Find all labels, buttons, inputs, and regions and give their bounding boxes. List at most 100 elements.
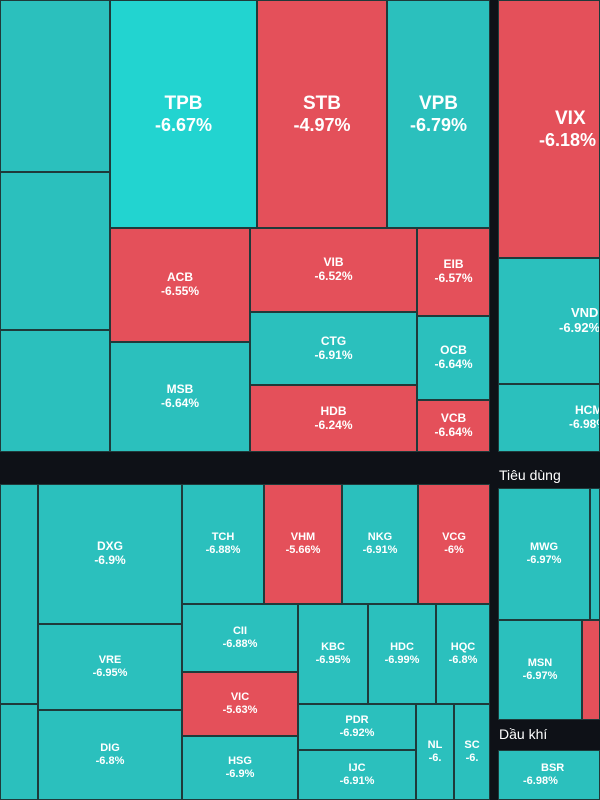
tile-tch[interactable]: TCH -6.88% [182,484,264,604]
tile-change: -6.79% [409,114,468,135]
tile-symbol: VND [571,305,599,321]
tile-symbol: TPB [164,92,203,114]
tile-nkg[interactable]: NKG -6.91% [342,484,418,604]
tile-eib[interactable]: EIB -6.57% [417,228,490,316]
tile-change: -6.91% [362,544,398,556]
tile-symbol: VCG [442,531,466,544]
tile-change: -6% [444,544,464,556]
tile-symbol: VIX [555,107,586,129]
tile-change: -6.64% [434,425,473,439]
tile-sc[interactable]: SC -6. [454,704,490,800]
tile-change: -6.88% [222,638,258,650]
tile-symbol: VPB [418,92,459,114]
tile-vcb[interactable]: VCB -6.64% [417,400,490,452]
treemap-tile[interactable] [0,330,110,452]
tile-symbol: STB [303,92,341,114]
tile-hcm[interactable]: HCM -6.98% [498,384,600,452]
treemap-tile[interactable] [590,488,600,620]
tile-symbol: ACB [167,270,193,285]
tile-symbol: VIC [230,691,250,704]
tile-change: -6.24% [314,417,353,432]
tile-kbc[interactable]: KBC -6.95% [298,604,368,704]
tile-symbol: CTG [320,333,347,348]
tile-vre[interactable]: VRE -6.95% [38,624,182,710]
tile-vcg[interactable]: VCG -6% [418,484,490,604]
tile-tpb[interactable]: TPB -6.67% [110,0,257,228]
tile-symbol: MWG [529,541,559,554]
tile-vhm[interactable]: VHM -5.66% [264,484,342,604]
tile-change: -6.95% [92,667,128,679]
treemap-tile[interactable] [0,484,38,704]
tile-symbol: HDB [320,403,347,418]
tile-change: -6.92% [559,320,600,335]
tile-hsg[interactable]: HSG -6.9% [182,736,298,800]
tile-dxg[interactable]: DXG -6.9% [38,484,182,624]
tile-change: -6.97% [526,554,562,566]
tile-change: -6.67% [154,114,213,135]
tile-symbol: VCB [440,411,467,426]
tile-symbol: DXG [96,539,123,554]
tile-stb[interactable]: STB -4.97% [257,0,387,228]
tile-vix[interactable]: VIX -6.18% [498,0,600,258]
treemap-tile[interactable] [582,620,600,720]
tile-hdc[interactable]: HDC -6.99% [368,604,436,704]
tile-change: -6.64% [434,357,473,371]
tile-change: -6.97% [522,670,558,682]
tile-symbol: NL [427,739,443,752]
tile-ocb[interactable]: OCB -6.64% [417,316,490,400]
tile-symbol: HQC [450,641,476,654]
tile-symbol: OCB [440,343,467,358]
tile-msn[interactable]: MSN -6.97% [498,620,582,720]
tile-dig[interactable]: DIG -6.8% [38,710,182,800]
tile-symbol: NKG [367,531,393,544]
tile-hqc[interactable]: HQC -6.8% [436,604,490,704]
tile-cii[interactable]: CII -6.88% [182,604,298,672]
tile-change: -6.8% [95,755,125,767]
tile-vic[interactable]: VIC -5.63% [182,672,298,736]
sector-divider [490,0,498,800]
tile-symbol: HCM [575,403,600,418]
tile-mwg[interactable]: MWG -6.97% [498,488,590,620]
tile-vib[interactable]: VIB -6.52% [250,228,417,312]
tile-change: -6.91% [314,347,353,362]
tile-symbol: HSG [228,755,252,768]
tile-change: -6.95% [315,654,351,666]
tile-change: -6.55% [160,284,200,298]
sector-label-tieu-dung: Tiêu dùng [494,462,600,488]
tile-change: -6.99% [384,654,420,666]
tile-change: -6.64% [160,396,200,410]
tile-nl[interactable]: NL -6. [416,704,454,800]
tile-bsr[interactable]: BSR -6.98% [498,750,600,800]
tile-change: -4.97% [293,114,351,135]
tile-change: -6.98% [523,775,558,787]
tile-change: -6.98% [569,417,599,431]
tile-symbol: SC [464,739,480,752]
tile-symbol: VHM [290,531,316,544]
tile-change: -5.63% [222,704,258,716]
tile-change: -6.18% [539,129,597,150]
tile-symbol: BSR [541,762,565,775]
tile-change: -6.57% [434,271,473,285]
tile-symbol: EIB [443,257,464,272]
tile-symbol: PDR [345,714,369,727]
tile-symbol: KBC [321,641,345,654]
tile-ctg[interactable]: CTG -6.91% [250,312,417,385]
tile-vnd[interactable]: VND -6.92% [498,258,600,384]
tile-symbol: VRE [98,654,122,667]
treemap-tile[interactable] [0,0,110,172]
tile-ijc[interactable]: IJC -6.91% [298,750,416,800]
tile-change: -6. [465,752,479,764]
tile-symbol: MSB [166,382,194,397]
tile-acb[interactable]: ACB -6.55% [110,228,250,342]
tile-hdb[interactable]: HDB -6.24% [250,385,417,452]
tile-pdr[interactable]: PDR -6.92% [298,704,416,750]
sector-label-dau-khi: Dầu khí [494,721,600,747]
tile-vpb[interactable]: VPB -6.79% [387,0,490,228]
tile-change: -5.66% [285,544,321,556]
tile-msb[interactable]: MSB -6.64% [110,342,250,452]
tile-change: -6.92% [339,727,375,739]
tile-symbol: DIG [100,742,120,755]
treemap-tile[interactable] [0,704,38,800]
tile-change: -6.88% [205,544,241,556]
treemap-tile[interactable] [0,172,110,330]
